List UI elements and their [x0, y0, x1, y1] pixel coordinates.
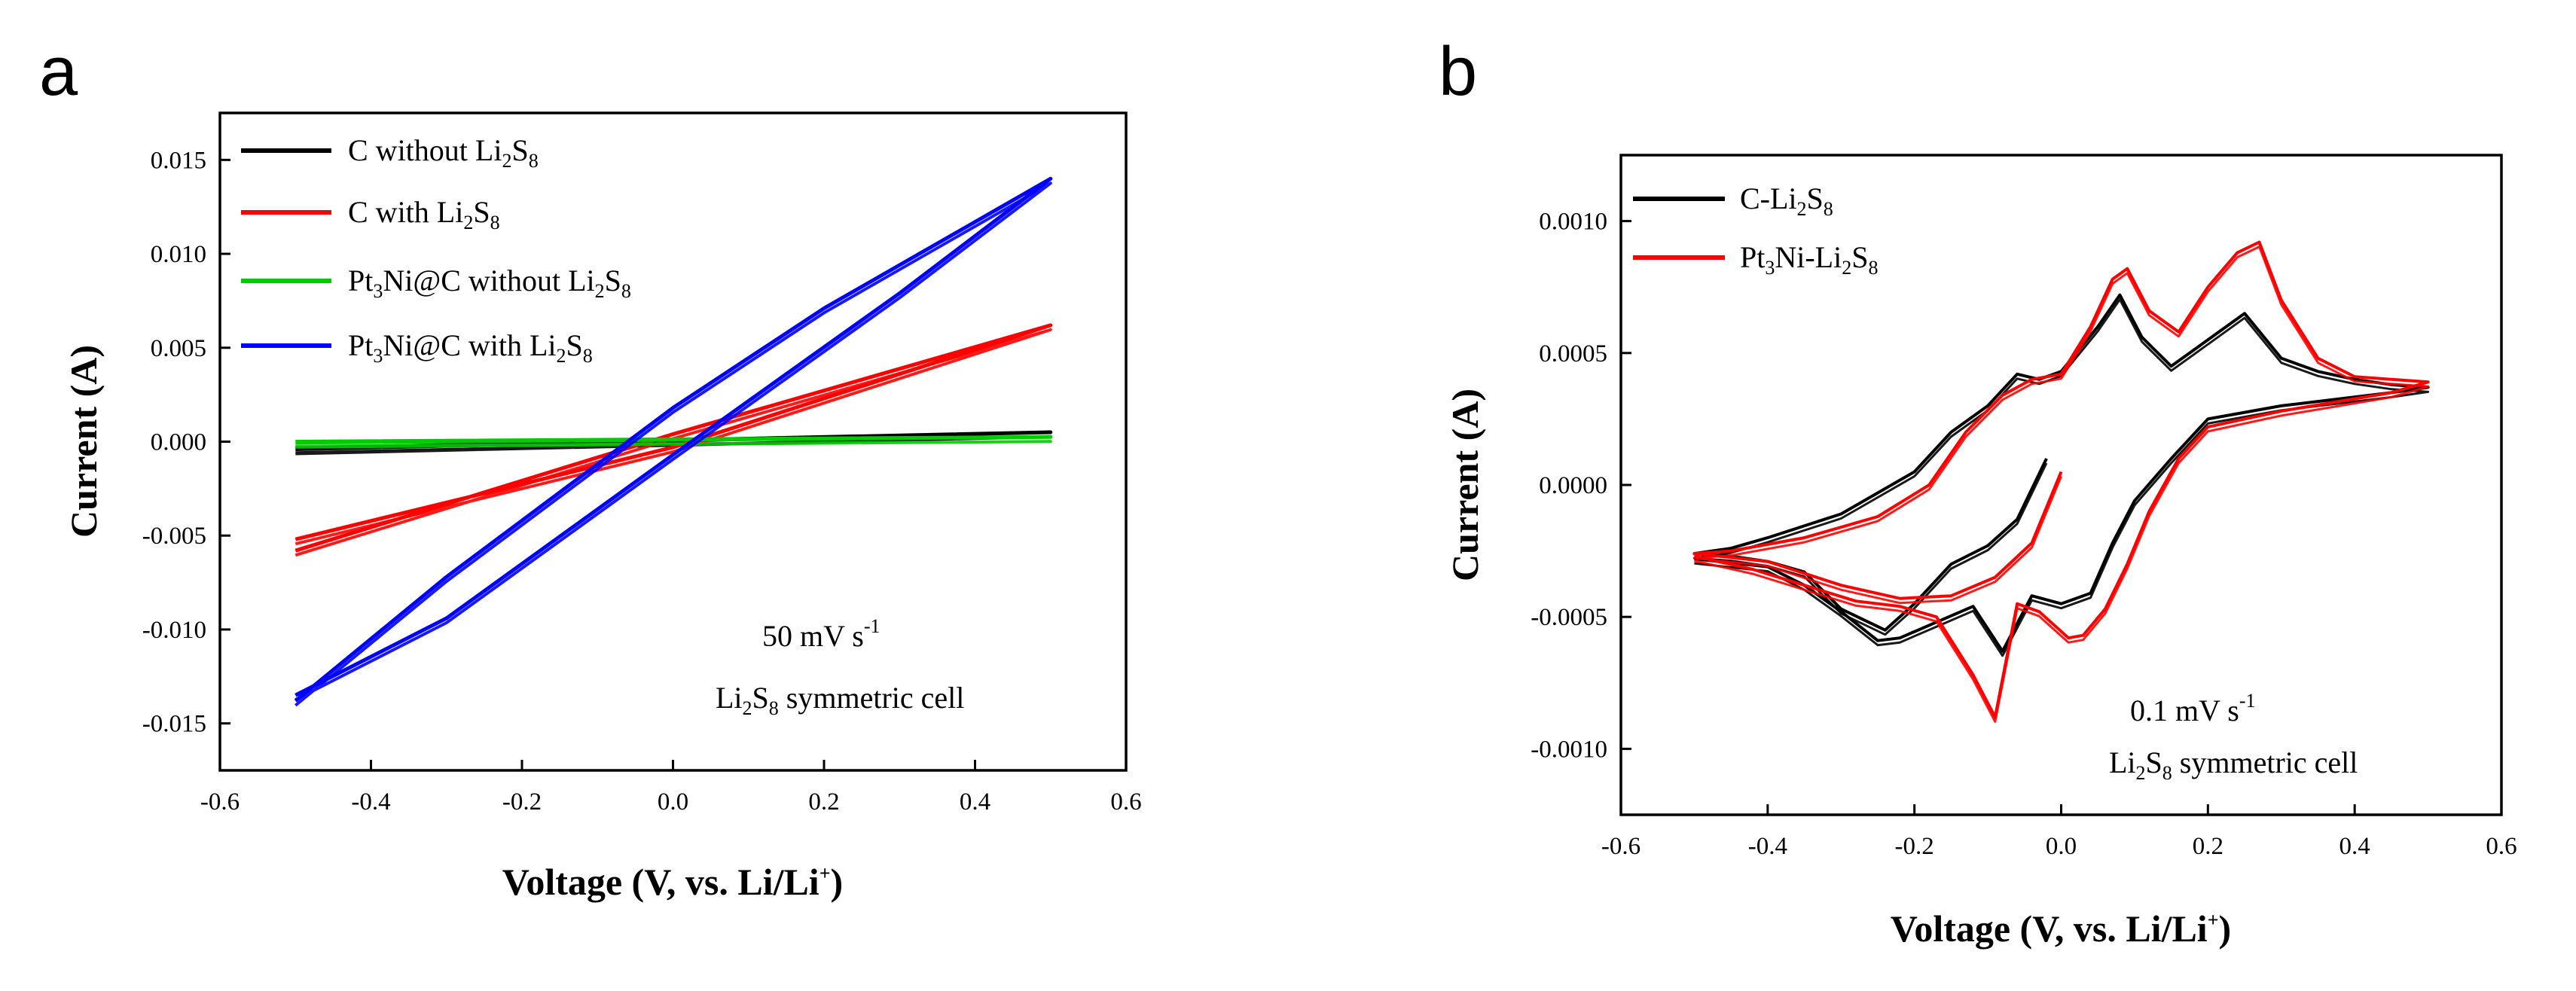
panel-b-cell-type: Li2S8 symmetric cell	[2109, 746, 2358, 784]
panel-b-xtick-label: 0.4	[2339, 833, 2370, 860]
panel-a-xlabel-sup: +	[819, 862, 831, 884]
panel-a-xtick-label: 0.6	[1110, 788, 1141, 816]
panel-b-xlabel: Voltage (V, vs. Li/Li+)	[1891, 907, 2231, 950]
panel-b-series-pt3ni-li2s8-cycle-2-line	[1692, 245, 2430, 723]
panel-b-xlabel-sup: +	[2208, 909, 2219, 931]
panel-b-xlabel-main: Voltage (V, vs. Li/Li	[1891, 907, 2208, 950]
panel-a-label: a	[39, 33, 78, 110]
panel-a-ytick-label: -0.005	[142, 523, 206, 550]
panel-a: a -0.6 -0.4 -0.2 0.0 0.2 0.4 0.6-0.015-0.010-0…	[39, 33, 1142, 903]
panel-a-series-pt3ni-c-with-li2s8-line	[294, 176, 1053, 703]
panel-b-legend: C-Li2S8 Pt3Ni-Li2S8	[1633, 181, 1878, 279]
legend-label-pt3ni-li2s8: Pt3Ni-Li2S8	[1740, 240, 1878, 279]
panel-a-ytick-label: 0.005	[151, 335, 206, 362]
panel-a-ytick-label: 0.015	[151, 147, 206, 174]
panel-b-xtick-label: -0.2	[1895, 833, 1934, 860]
legend-label-c-without: C without Li2S8	[348, 133, 539, 172]
panel-b-xtick-label: -0.6	[1601, 833, 1641, 860]
panel-b-ytick-label: 0.0000	[1539, 472, 1607, 499]
panel-a-series-pt3ni-c-without-li2s8-line	[295, 435, 1053, 445]
panel-a-xlabel-end: )	[831, 861, 844, 903]
panel-a-xlabel-main: Voltage (V, vs. Li/Li	[502, 861, 819, 903]
panel-a-ytick-label: 0.000	[151, 429, 206, 456]
panel-a-xtick-label: -0.4	[351, 788, 390, 816]
panel-a-xtick-label: -0.2	[502, 788, 542, 816]
panel-b-ticks: -0.6 -0.4 -0.2 0.0 0.2 0.4 0.6 -0.0010 -0.0005 0.…	[1531, 209, 2516, 860]
panel-a-cell-type: Li2S8 symmetric cell	[716, 681, 964, 719]
panel-b-xtick-label: 0.0	[2046, 833, 2077, 860]
panel-a-series-c-with-li2s8-cycle-2-line	[295, 328, 1052, 557]
panel-b-xtick-label: -0.4	[1748, 833, 1787, 860]
panel-a-ticks: -0.6 -0.4 -0.2 0.0 0.2 0.4 0.6 -0.015 -0.010 -0.0…	[142, 147, 1142, 816]
panel-b-ylabel: Current (A)	[1444, 389, 1486, 581]
panel-b-plot-area	[1692, 240, 2430, 723]
panel-a-ytick-label: -0.015	[142, 711, 206, 738]
legend-label-c-with: C with Li2S8	[348, 195, 500, 233]
panel-a-xlabel: Voltage (V, vs. Li/Li+)	[502, 861, 843, 903]
panel-b-ytick-label: 0.0005	[1539, 340, 1607, 367]
panel-b-ytick-label: -0.0005	[1531, 604, 1607, 631]
legend-label-c-li2s8: C-Li2S8	[1740, 181, 1833, 220]
panel-b-scan-rate: 0.1 mV s-1	[2130, 690, 2256, 727]
panel-a-plot-area	[294, 176, 1053, 707]
panel-a-xtick-label: 0.2	[808, 788, 839, 816]
panel-b-xtick-label: 0.2	[2193, 833, 2223, 860]
panel-a-xtick-label: 0.0	[658, 788, 688, 816]
panel-b-ytick-label: 0.0010	[1539, 209, 1607, 236]
legend-label-pt3ni-without: Pt3Ni@C without Li2S8	[348, 264, 631, 302]
panel-a-series-pt3ni-c-without-li2s8-cycle-2-line	[295, 440, 1052, 449]
panel-a-xtick-label: 0.4	[960, 788, 990, 816]
legend-label-pt3ni-with: Pt3Ni@C with Li2S8	[348, 328, 593, 367]
panel-b-xlabel-end: )	[2219, 907, 2232, 950]
panel-a-legend: C without Li2S8 C with Li2S8 Pt3Ni@C wit…	[241, 133, 631, 367]
panel-a-xtick-label: -0.6	[200, 788, 240, 816]
panel-a-ylabel: Current (A)	[63, 345, 105, 538]
panel-b-ytick-label: -0.0010	[1531, 736, 1607, 763]
panel-a-series-pt3ni-c-with-li2s8-cycle-2-line	[295, 181, 1052, 707]
panel-b-series-pt3ni-li2s8-line	[1692, 240, 2430, 719]
panel-a-ytick-label: 0.010	[151, 241, 206, 268]
panel-b-label: b	[1439, 33, 1477, 110]
panel-a-ytick-label: -0.010	[142, 617, 206, 644]
panel-b: b -0.6 -0.4 -0.2 0.0 0.2 0.4 0.6 -0.0010 -0.0005…	[1439, 33, 2517, 950]
panel-b-xtick-label: 0.6	[2486, 833, 2516, 860]
panel-a-scan-rate: 50 mV s-1	[762, 615, 881, 653]
